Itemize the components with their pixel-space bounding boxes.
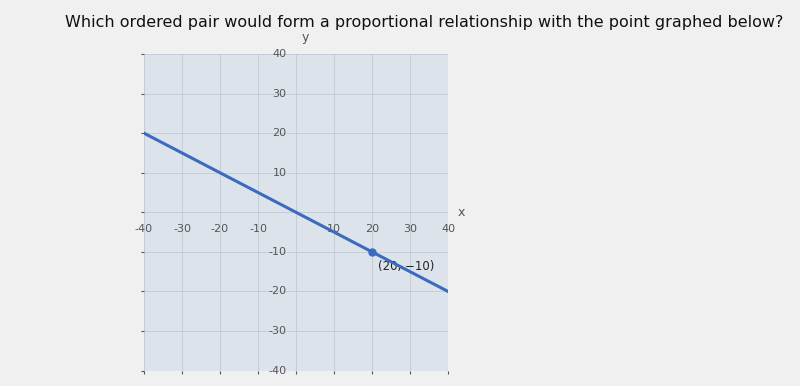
Text: x: x <box>458 206 465 219</box>
Text: 20: 20 <box>365 224 379 234</box>
Text: -10: -10 <box>249 224 267 234</box>
Text: y: y <box>302 31 309 44</box>
Text: -20: -20 <box>268 286 286 296</box>
Text: -10: -10 <box>269 247 286 257</box>
Text: 10: 10 <box>327 224 341 234</box>
Text: -30: -30 <box>269 326 286 336</box>
Text: -40: -40 <box>268 366 286 376</box>
Text: 40: 40 <box>272 49 286 59</box>
Text: -20: -20 <box>211 224 229 234</box>
Text: (20, −10): (20, −10) <box>378 260 434 273</box>
Text: 30: 30 <box>273 89 286 98</box>
Text: -30: -30 <box>173 224 191 234</box>
Text: -40: -40 <box>135 224 153 234</box>
Text: 20: 20 <box>272 128 286 138</box>
Text: 10: 10 <box>273 168 286 178</box>
Text: 40: 40 <box>441 224 455 234</box>
Text: Which ordered pair would form a proportional relationship with the point graphed: Which ordered pair would form a proporti… <box>65 15 783 30</box>
Text: 30: 30 <box>403 224 417 234</box>
